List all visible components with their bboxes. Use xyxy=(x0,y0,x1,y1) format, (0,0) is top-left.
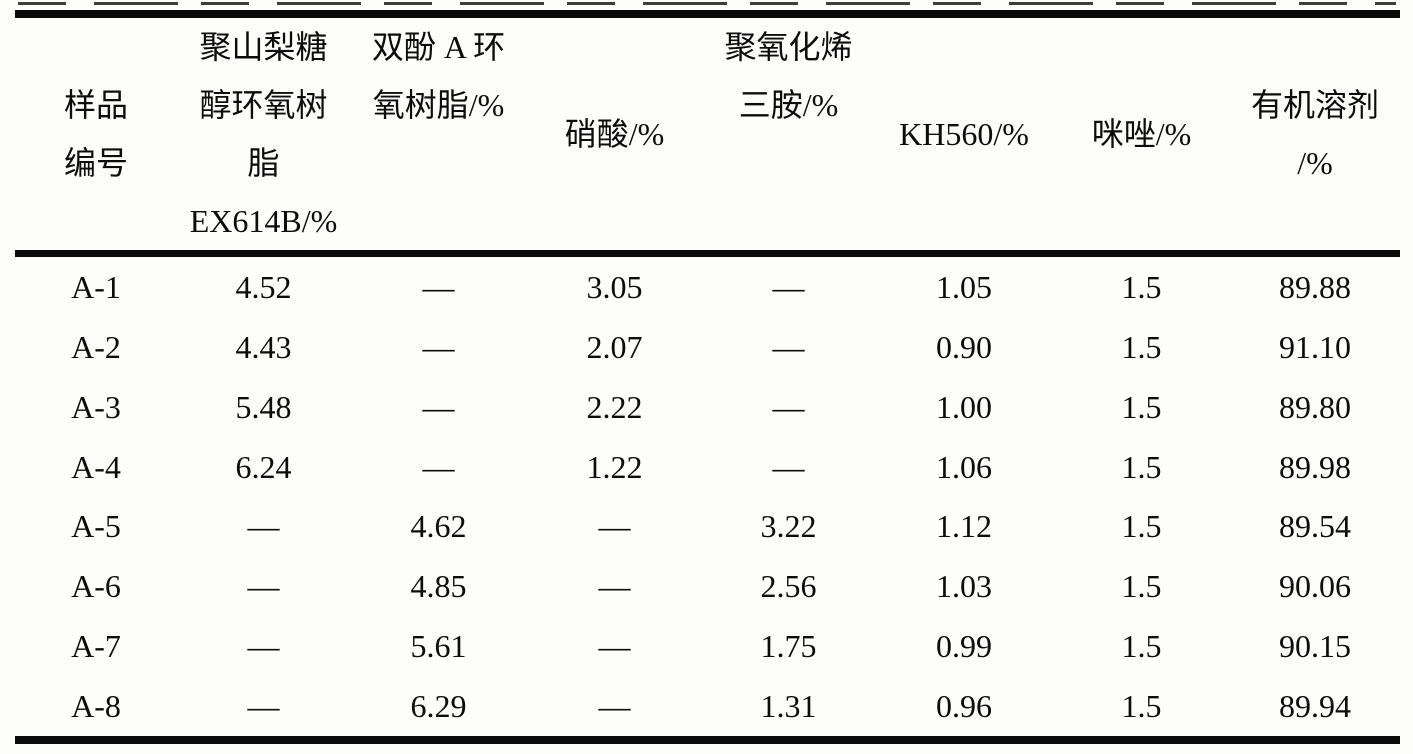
table-cell-triamine: — xyxy=(772,268,805,305)
table-header-row: 样品 编号 聚山梨糖 醇环氧树 脂 EX614B/% 双酚 A 环 氧树脂/% … xyxy=(15,18,1400,250)
column-header-polysorbitol-epoxy-ex614b: 聚山梨糖 醇环氧树 脂 EX614B/% xyxy=(189,29,338,239)
table-cell-ex614b_epoxy: 6.24 xyxy=(235,448,292,485)
table-cell-organic_solvent: 90.15 xyxy=(1279,628,1351,665)
table-cell-sample: A-7 xyxy=(71,628,121,665)
table-cell-imidazole: 1.5 xyxy=(1121,688,1162,725)
table-cell-sample: A-1 xyxy=(71,268,121,305)
table-row: A-6 — 4.85 — 2.56 1.03 1.5 90.06 xyxy=(15,556,1400,616)
table-cell-kh560: 1.05 xyxy=(936,268,992,305)
table-cell-bpa_epoxy: 4.85 xyxy=(410,568,467,605)
table-cell-nitric_acid: — xyxy=(598,508,631,545)
table-cell-triamine: — xyxy=(772,328,805,365)
table-cell-kh560: 1.06 xyxy=(936,448,992,485)
column-header-nitric-acid: 硝酸/% xyxy=(564,116,665,152)
column-header-organic-solvent: 有机溶剂 /% xyxy=(1250,87,1379,181)
table-cell-organic_solvent: 89.88 xyxy=(1279,268,1351,305)
table-cell-ex614b_epoxy: — xyxy=(247,508,280,545)
table-cell-imidazole: 1.5 xyxy=(1121,448,1162,485)
header-separator-border xyxy=(15,250,1400,257)
table-cell-organic_solvent: 89.54 xyxy=(1279,508,1351,545)
table-cell-imidazole: 1.5 xyxy=(1121,388,1162,425)
column-header-bisphenol-a-epoxy: 双酚 A 环 氧树脂/% xyxy=(371,29,506,123)
table-cell-ex614b_epoxy: 4.52 xyxy=(235,268,292,305)
table-cell-nitric_acid: 1.22 xyxy=(586,448,643,485)
table-cell-nitric_acid: — xyxy=(598,688,631,725)
table-cell-triamine: — xyxy=(772,448,805,485)
table-cell-kh560: 0.99 xyxy=(936,628,992,665)
table-cell-organic_solvent: 89.94 xyxy=(1279,688,1351,725)
table-cell-imidazole: 1.5 xyxy=(1121,328,1162,365)
table-cell-ex614b_epoxy: 4.43 xyxy=(235,328,292,365)
scan-artifact-line xyxy=(18,2,1396,5)
table-cell-triamine: 1.31 xyxy=(760,688,817,725)
column-header-polyoxyalkylene-triamine: 聚氧化烯 三胺/% xyxy=(724,29,853,123)
table-cell-bpa_epoxy: 6.29 xyxy=(410,688,467,725)
table-cell-imidazole: 1.5 xyxy=(1121,568,1162,605)
table-cell-nitric_acid: — xyxy=(598,628,631,665)
table-cell-kh560: 0.90 xyxy=(936,328,992,365)
table-cell-ex614b_epoxy: 5.48 xyxy=(235,388,292,425)
table-cell-triamine: 3.22 xyxy=(760,508,817,545)
table-cell-ex614b_epoxy: — xyxy=(247,688,280,725)
table-cell-nitric_acid: 2.22 xyxy=(586,388,643,425)
table-cell-sample: A-6 xyxy=(71,568,121,605)
table-row: A-8 — 6.29 — 1.31 0.96 1.5 89.94 xyxy=(15,676,1400,736)
table-cell-triamine: 2.56 xyxy=(760,568,817,605)
table-cell-organic_solvent: 89.80 xyxy=(1279,388,1351,425)
table-cell-bpa_epoxy: — xyxy=(422,388,455,425)
column-header-kh560: KH560/% xyxy=(899,116,1029,152)
table-cell-bpa_epoxy: — xyxy=(422,268,455,305)
table-cell-bpa_epoxy: — xyxy=(422,328,455,365)
table-row: A-7 — 5.61 — 1.75 0.99 1.5 90.15 xyxy=(15,616,1400,676)
table-cell-organic_solvent: 89.98 xyxy=(1279,448,1351,485)
formulation-table: 样品 编号 聚山梨糖 醇环氧树 脂 EX614B/% 双酚 A 环 氧树脂/% … xyxy=(15,10,1400,744)
table-cell-kh560: 1.03 xyxy=(936,568,992,605)
table-cell-kh560: 1.00 xyxy=(936,388,992,425)
table-cell-imidazole: 1.5 xyxy=(1121,508,1162,545)
table-cell-imidazole: 1.5 xyxy=(1121,268,1162,305)
table-cell-sample: A-3 xyxy=(71,388,121,425)
table-row: A-2 4.43 — 2.07 — 0.90 1.5 91.10 xyxy=(15,317,1400,377)
table-cell-bpa_epoxy: — xyxy=(422,448,455,485)
table-row: A-5 — 4.62 — 3.22 1.12 1.5 89.54 xyxy=(15,497,1400,557)
table-row: A-1 4.52 — 3.05 — 1.05 1.5 89.88 xyxy=(15,257,1400,317)
table-cell-sample: A-8 xyxy=(71,688,121,725)
table-cell-sample: A-5 xyxy=(71,508,121,545)
column-header-imidazole: 咪唑/% xyxy=(1091,116,1192,152)
table-cell-triamine: — xyxy=(772,388,805,425)
table-cell-kh560: 1.12 xyxy=(936,508,992,545)
table-cell-triamine: 1.75 xyxy=(760,628,817,665)
table-cell-nitric_acid: — xyxy=(598,568,631,605)
table-cell-nitric_acid: 3.05 xyxy=(586,268,643,305)
table-row: A-4 6.24 — 1.22 — 1.06 1.5 89.98 xyxy=(15,437,1400,497)
table-cell-organic_solvent: 90.06 xyxy=(1279,568,1351,605)
table-top-border xyxy=(15,10,1400,18)
table-cell-ex614b_epoxy: — xyxy=(247,568,280,605)
column-header-sample-id: 样品 编号 xyxy=(63,87,128,181)
table-cell-nitric_acid: 2.07 xyxy=(586,328,643,365)
table-row: A-3 5.48 — 2.22 — 1.00 1.5 89.80 xyxy=(15,377,1400,437)
table-cell-kh560: 0.96 xyxy=(936,688,992,725)
table-cell-ex614b_epoxy: — xyxy=(247,628,280,665)
table-body: A-1 4.52 — 3.05 — 1.05 1.5 89.88 A-2 4.43 — 2.07 — 0.… xyxy=(15,257,1400,736)
table-cell-organic_solvent: 91.10 xyxy=(1279,328,1351,365)
table-cell-bpa_epoxy: 5.61 xyxy=(410,628,467,665)
table-cell-imidazole: 1.5 xyxy=(1121,628,1162,665)
table-cell-sample: A-2 xyxy=(71,328,121,365)
table-cell-bpa_epoxy: 4.62 xyxy=(410,508,467,545)
table-cell-sample: A-4 xyxy=(71,448,121,485)
table-bottom-border xyxy=(15,736,1400,744)
